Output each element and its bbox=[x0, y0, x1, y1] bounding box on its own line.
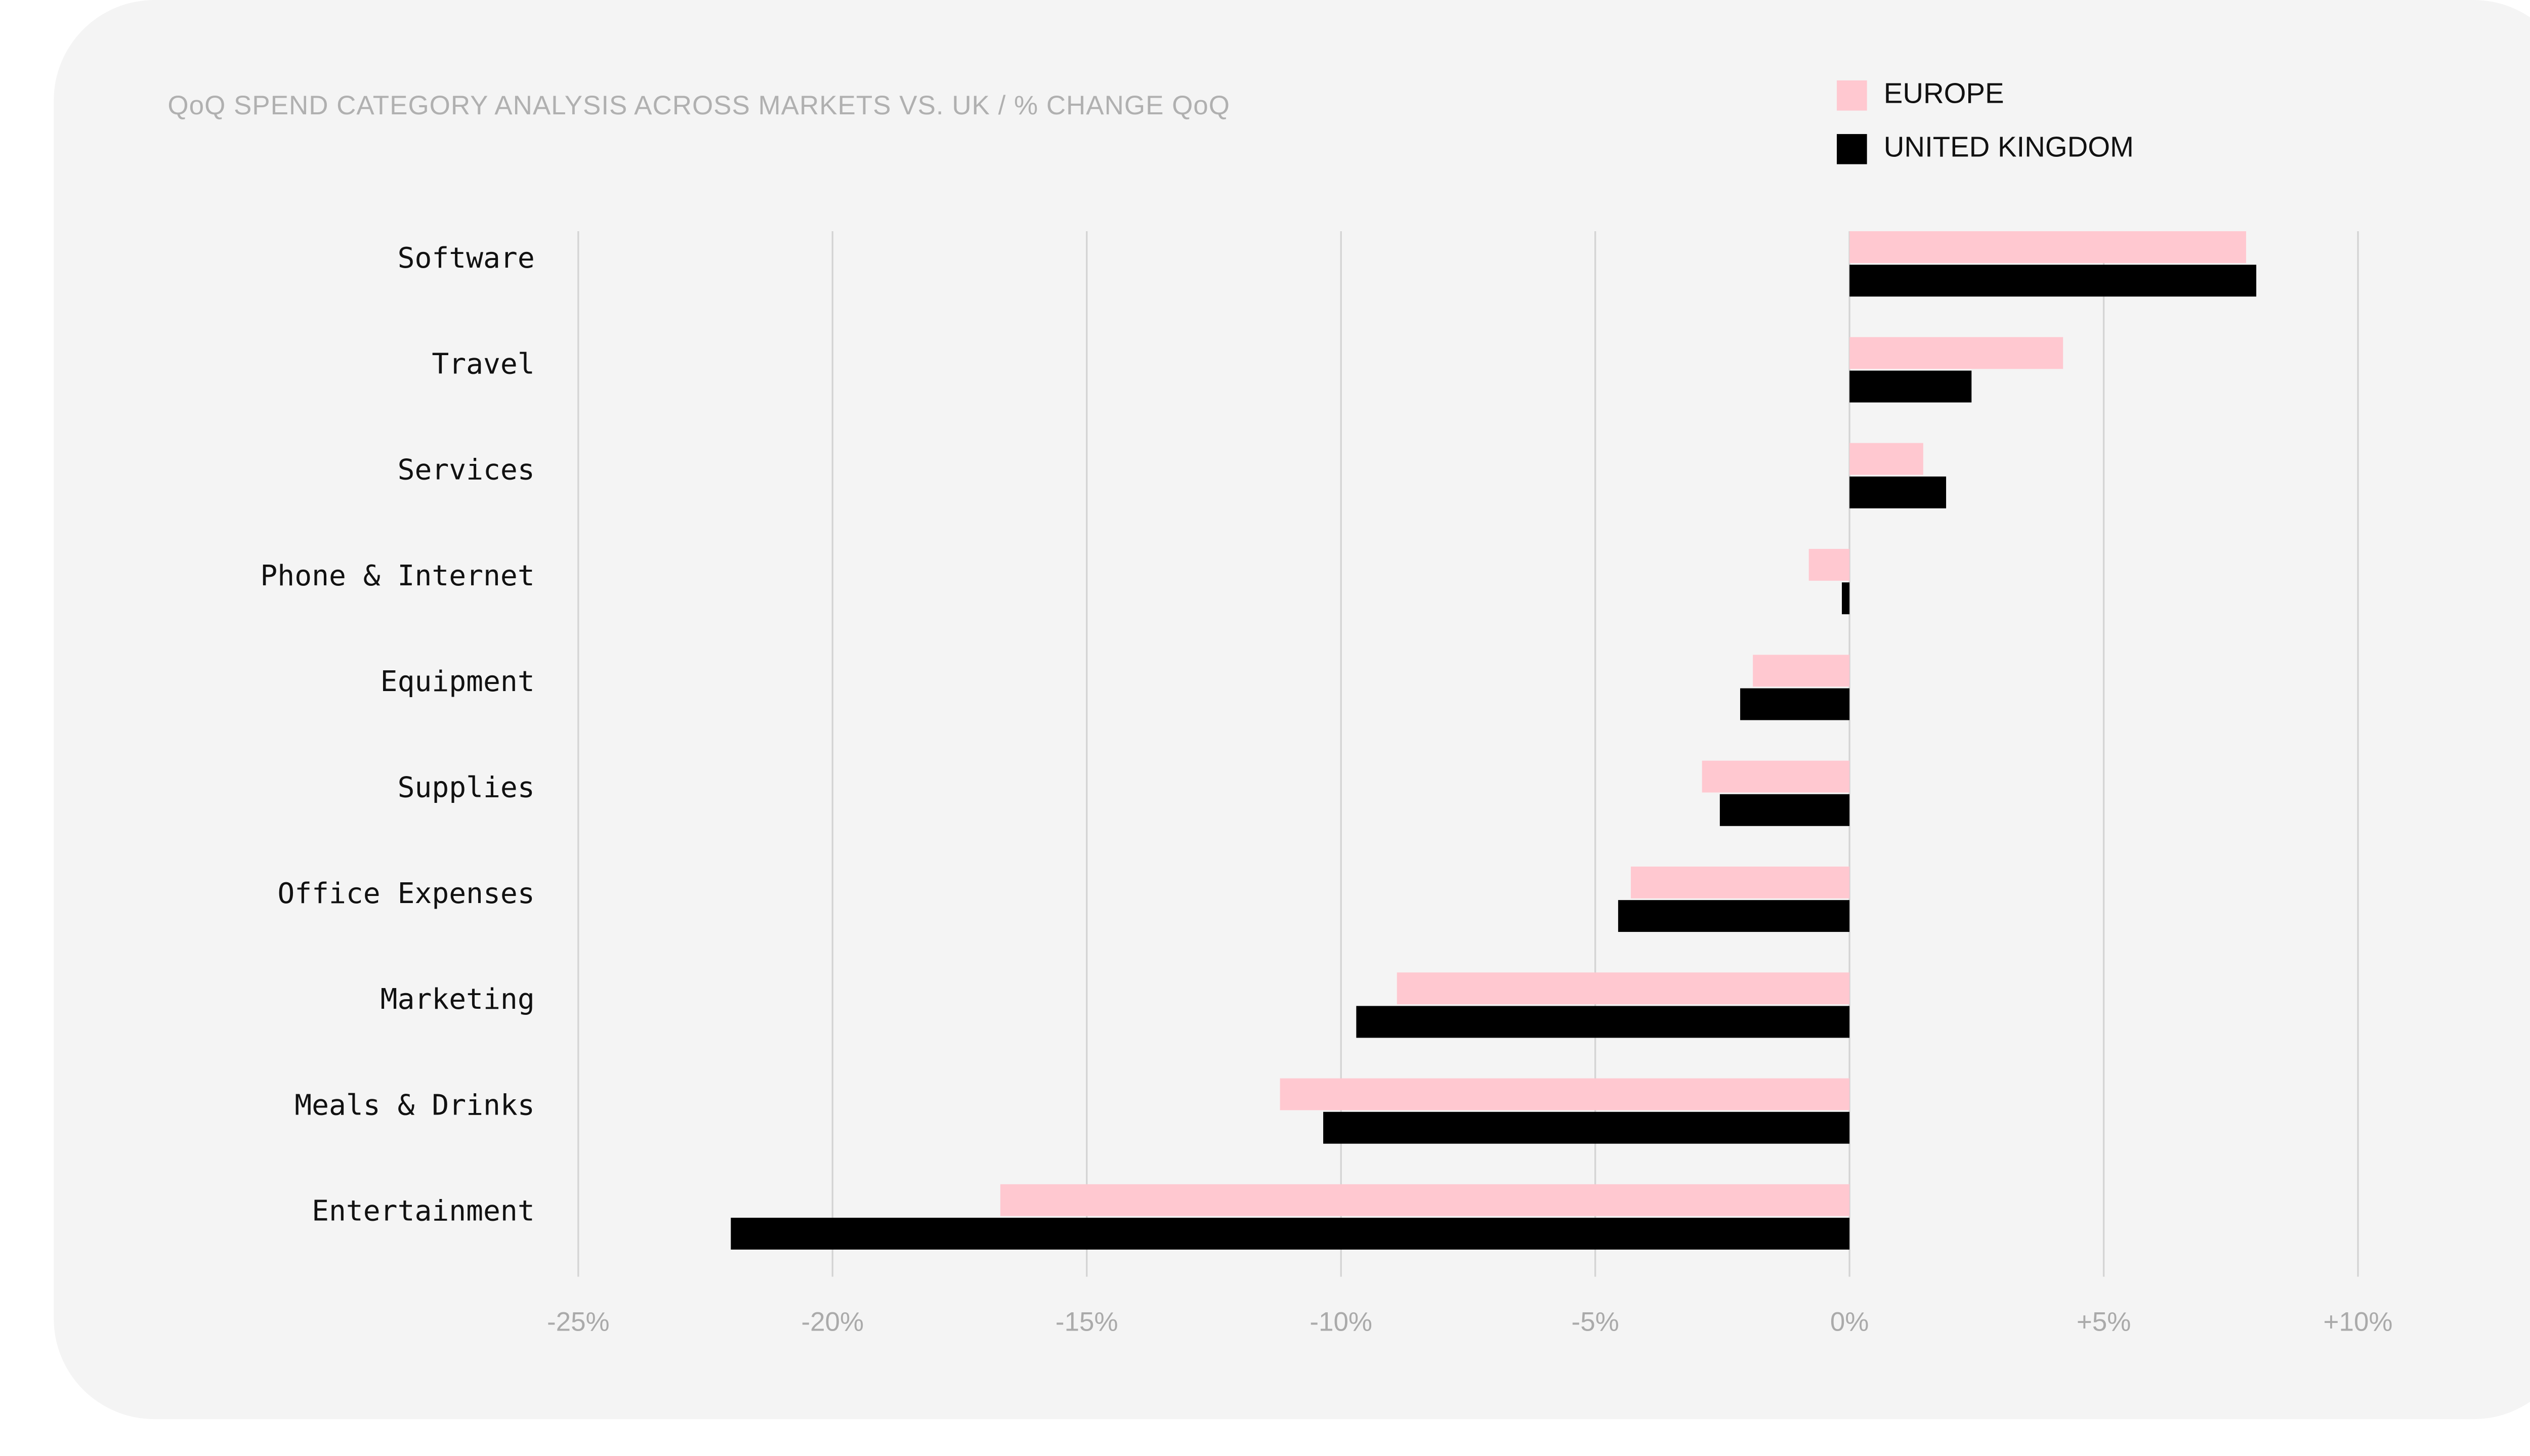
y-tick-label: Entertainment bbox=[312, 1195, 535, 1228]
x-tick-label: -5% bbox=[1572, 1307, 1619, 1337]
legend-swatch bbox=[1837, 134, 1867, 164]
legend-label: UNITED KINGDOM bbox=[1884, 131, 2134, 163]
bar bbox=[1702, 760, 1850, 793]
bar bbox=[1323, 1111, 1850, 1144]
bar bbox=[1280, 1078, 1850, 1110]
x-tick-label: -10% bbox=[1310, 1307, 1372, 1337]
bar bbox=[1356, 1006, 1850, 1038]
y-tick-label: Services bbox=[398, 454, 535, 487]
y-tick-label: Office Expenses bbox=[277, 877, 534, 910]
bar bbox=[1719, 794, 1850, 826]
y-tick-label: Meals & Drinks bbox=[294, 1089, 535, 1122]
bar bbox=[1842, 582, 1850, 615]
bar bbox=[1618, 900, 1850, 932]
bar bbox=[1397, 972, 1850, 1005]
bar bbox=[1849, 265, 2257, 297]
y-tick-label: Software bbox=[398, 242, 535, 275]
y-tick-label: Phone & Internet bbox=[260, 560, 534, 592]
bar bbox=[1740, 688, 1850, 720]
x-tick-label: +5% bbox=[2077, 1307, 2131, 1337]
bar bbox=[1631, 866, 1850, 898]
x-tick-label: -20% bbox=[801, 1307, 864, 1337]
x-tick-label: -25% bbox=[547, 1307, 610, 1337]
y-tick-label: Supplies bbox=[398, 772, 535, 804]
y-tick-label: Marketing bbox=[381, 983, 535, 1016]
bar bbox=[1849, 337, 2063, 369]
x-tick-label: -15% bbox=[1056, 1307, 1118, 1337]
x-tick-label: +10% bbox=[2324, 1307, 2393, 1337]
bar bbox=[1849, 370, 1972, 403]
bar bbox=[1849, 231, 2246, 263]
x-tick-label: 0% bbox=[1830, 1307, 1869, 1337]
bar bbox=[1000, 1184, 1850, 1216]
bar bbox=[1849, 443, 1923, 475]
bar bbox=[1808, 548, 1850, 581]
legend-swatch bbox=[1837, 80, 1867, 111]
bar bbox=[1753, 655, 1850, 687]
bar bbox=[1849, 476, 1947, 508]
y-tick-label: Travel bbox=[432, 348, 534, 380]
chart-title: QoQ SPEND CATEGORY ANALYSIS ACROSS MARKE… bbox=[167, 91, 1230, 120]
y-tick-label: Equipment bbox=[381, 665, 535, 698]
bar bbox=[731, 1218, 1850, 1250]
legend-label: EUROPE bbox=[1884, 77, 2004, 109]
